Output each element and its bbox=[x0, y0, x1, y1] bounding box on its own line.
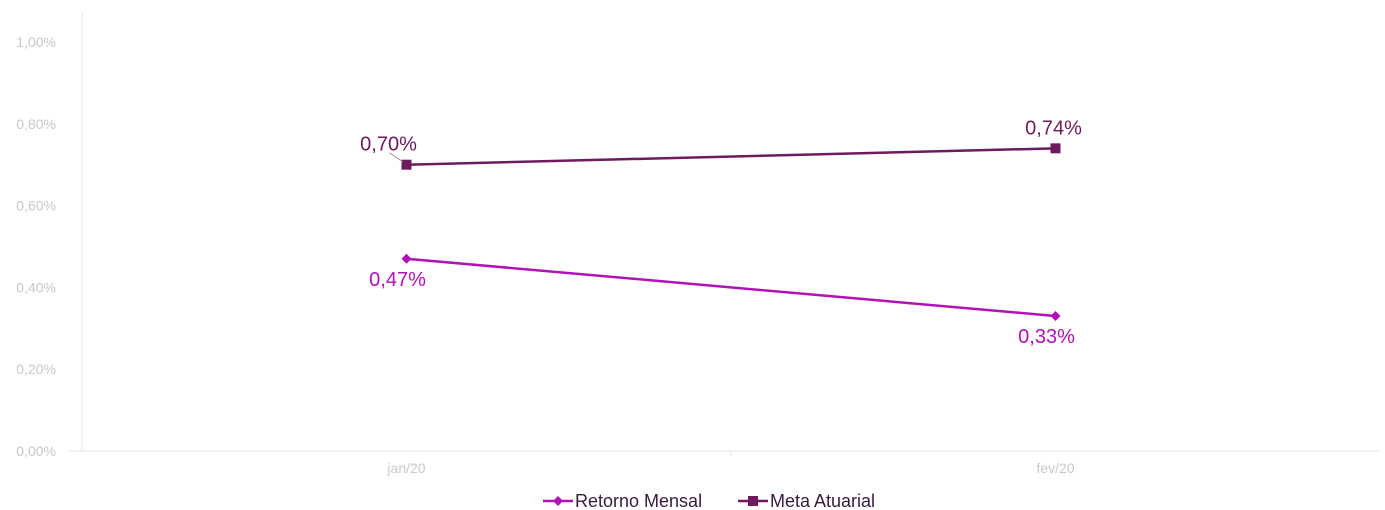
series-line bbox=[406, 147, 1056, 166]
data-point-marker bbox=[553, 496, 563, 506]
data-label: 0,47% bbox=[369, 269, 426, 291]
data-point-marker bbox=[1050, 143, 1061, 154]
legend-item: Retorno Mensal bbox=[543, 491, 702, 510]
data-label: 0,70% bbox=[360, 134, 417, 156]
data-point-marker bbox=[748, 496, 758, 506]
series-meta-atuarial: 0,70% 0,74% bbox=[360, 117, 1082, 170]
data-label: 0,74% bbox=[1025, 117, 1082, 139]
data-point-marker bbox=[401, 159, 412, 170]
legend-label: Retorno Mensal bbox=[575, 491, 702, 510]
data-label-leader-line bbox=[389, 152, 403, 163]
y-axis-tick-labels: 0,00% 0,20% 0,40% 0,60% 0,80% 1,00% bbox=[16, 34, 56, 459]
y-tick-label: 1,00% bbox=[16, 34, 56, 50]
y-tick-label: 0,00% bbox=[16, 443, 56, 459]
legend-item: Meta Atuarial bbox=[738, 491, 875, 510]
legend: Retorno Mensal Meta Atuarial bbox=[543, 491, 875, 510]
y-tick-label: 0,20% bbox=[16, 361, 56, 377]
axes bbox=[68, 12, 1380, 456]
legend-label: Meta Atuarial bbox=[770, 491, 875, 510]
y-tick-label: 0,40% bbox=[16, 279, 56, 295]
y-tick-label: 0,80% bbox=[16, 116, 56, 132]
data-point-marker bbox=[401, 253, 412, 264]
x-axis-tick-labels: jan/20 fev/20 bbox=[386, 460, 1074, 476]
series-line bbox=[406, 257, 1056, 318]
y-tick-label: 0,60% bbox=[16, 198, 56, 214]
x-tick-label: fev/20 bbox=[1036, 460, 1074, 476]
x-tick-label: jan/20 bbox=[386, 460, 425, 476]
data-point-marker bbox=[1050, 311, 1061, 322]
series-retorno-mensal: 0,47% 0,33% bbox=[369, 253, 1075, 348]
data-label: 0,33% bbox=[1018, 326, 1075, 348]
series-layer: 0,47% 0,33% 0,70% 0,74% bbox=[360, 117, 1082, 348]
